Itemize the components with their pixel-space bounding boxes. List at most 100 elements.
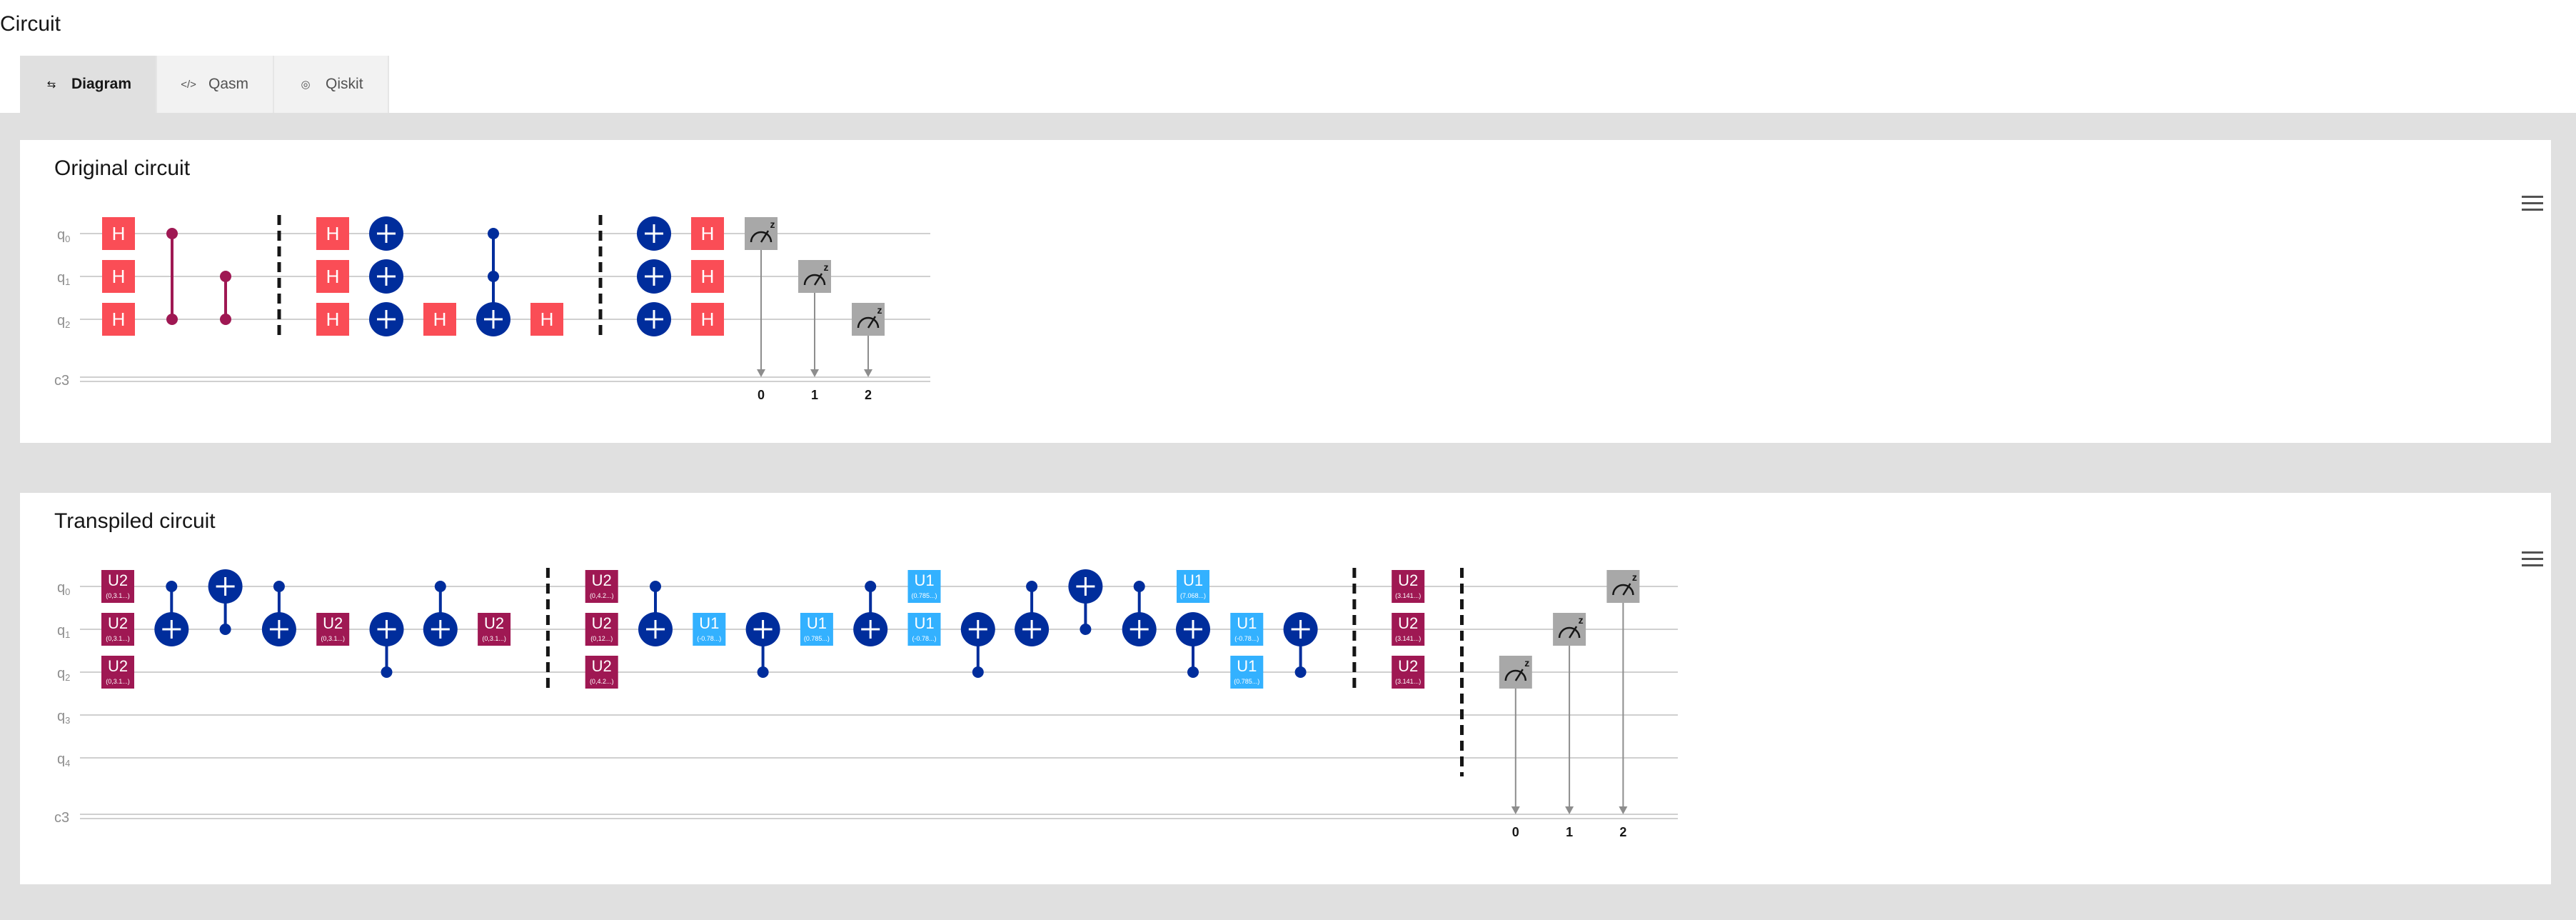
svg-text:U1: U1 [807,614,827,632]
measure-gate[interactable]: z [1499,656,1532,814]
svg-text:H: H [701,309,715,330]
cx-gate[interactable] [960,612,995,678]
creg-bit-label: 0 [758,388,765,402]
cx-gate[interactable] [638,581,673,646]
cx-gate[interactable] [1122,581,1157,646]
control-dot [865,581,877,592]
svg-text:U1: U1 [1237,657,1257,675]
creg-label: c3 [54,373,69,389]
u1-gate[interactable]: U1 (-0.78...) [907,613,941,646]
cx-gate[interactable] [208,569,243,635]
tab-diagram[interactable]: ⇆ Diagram [20,56,158,113]
h-gate[interactable]: H [691,303,724,336]
measure-gate[interactable]: z [852,303,885,377]
cx-gate[interactable] [154,581,189,646]
tab-qasm[interactable]: </> Qasm [157,56,275,113]
x-gate[interactable] [637,216,671,251]
u2-gate[interactable]: U2 (0,4.2...) [585,570,618,603]
u2-gate[interactable]: U2 (3.141...) [1392,570,1425,603]
cx-gate[interactable] [1176,612,1210,678]
svg-text:z: z [877,304,882,316]
u1-gate[interactable]: U1 (7.068...) [1177,570,1209,603]
measure-gate[interactable]: z [798,260,831,377]
h-gate[interactable]: H [691,260,724,293]
ccx-gate[interactable] [476,228,510,336]
tab-label: Diagram [71,76,132,92]
u2-gate[interactable]: U2 (0,3.1...) [101,613,134,646]
h-gate[interactable]: H [102,260,135,293]
svg-text:z: z [1579,614,1584,626]
control-dot [488,228,499,239]
svg-text:(0,3.1...): (0,3.1...) [482,635,506,642]
svg-text:(-0.78...): (-0.78...) [912,635,936,642]
qubit-label: q2 [57,666,70,683]
measure-gate[interactable]: z [745,217,778,377]
svg-text:U2: U2 [592,614,612,632]
qiskit-icon: ◎ [301,79,311,91]
measure-gate[interactable]: z [1606,570,1640,814]
svg-text:U2: U2 [592,657,612,675]
creg-bit-label: 2 [1619,825,1626,839]
qubit-label: q0 [57,580,70,597]
control-dot [757,666,769,678]
cx-gate[interactable] [745,612,780,678]
x-gate[interactable] [369,259,403,294]
u2-gate[interactable]: U2 (0,3.1...) [101,570,134,603]
svg-text:(-0.78...): (-0.78...) [1234,635,1259,642]
control-dot [381,666,393,678]
cx-gate[interactable] [1015,581,1050,646]
x-gate[interactable] [637,259,671,294]
u1-gate[interactable]: U1 (-0.78...) [1230,613,1264,646]
control-dot [273,581,285,592]
svg-text:H: H [540,309,554,330]
x-gate[interactable] [369,302,403,336]
svg-text:(0,12...): (0,12...) [590,635,613,642]
x-gate[interactable] [369,216,403,251]
cx-gate[interactable] [1283,612,1318,678]
qubit-label: q1 [57,270,70,287]
svg-text:z: z [1632,571,1637,583]
svg-text:(0,4.2...): (0,4.2...) [590,678,614,685]
x-gate[interactable] [637,302,671,336]
cz-gate[interactable] [166,228,178,325]
h-gate[interactable]: H [102,217,135,250]
u2-gate[interactable]: U2 (3.141...) [1392,613,1425,646]
h-gate[interactable]: H [316,260,349,293]
cx-gate[interactable] [853,581,888,646]
svg-text:(0,3.1...): (0,3.1...) [106,635,130,642]
cx-gate[interactable] [1068,569,1103,635]
u2-gate[interactable]: U2 (0,3.1...) [101,656,134,689]
u2-gate[interactable]: U2 (0,3.1...) [478,613,511,646]
svg-text:H: H [326,266,340,287]
u2-gate[interactable]: U2 (0,3.1...) [316,613,350,646]
h-gate[interactable]: H [530,303,563,336]
u2-gate[interactable]: U2 (0,12...) [585,613,618,646]
u2-gate[interactable]: U2 (0,4.2...) [585,656,618,689]
u1-gate[interactable]: U1 (0.785...) [1230,656,1264,689]
cx-gate[interactable] [261,581,296,646]
overflow-menu-icon[interactable] [2522,551,2543,567]
u1-gate[interactable]: U1 (0.785...) [907,570,941,603]
h-gate[interactable]: H [691,217,724,250]
svg-text:(0,3.1...): (0,3.1...) [106,592,130,599]
h-gate[interactable]: H [423,303,456,336]
svg-text:H: H [701,223,715,244]
h-gate[interactable]: H [316,217,349,250]
u1-gate[interactable]: U1 (0.785...) [800,613,833,646]
measure-gate[interactable]: z [1553,613,1586,814]
svg-text:U2: U2 [108,614,128,632]
cx-gate[interactable] [369,612,404,678]
u2-gate[interactable]: U2 (3.141...) [1392,656,1425,689]
h-gate[interactable]: H [316,303,349,336]
svg-text:(3.141...): (3.141...) [1395,635,1421,642]
overflow-menu-icon[interactable] [2522,196,2543,211]
tab-qiskit[interactable]: ◎ Qiskit [274,56,389,113]
transpiled-circuit-card: Transpiled circuit q0 q1 q2 q3 q4 c3 U2 (0,3.1.… [20,493,2551,884]
h-gate[interactable]: H [102,303,135,336]
svg-text:z: z [770,219,775,230]
cx-gate[interactable] [423,581,458,646]
u1-gate[interactable]: U1 (-0.78...) [693,613,726,646]
cz-gate[interactable] [220,271,231,325]
control-dot [1026,581,1038,592]
qubit-label: q0 [57,227,70,244]
